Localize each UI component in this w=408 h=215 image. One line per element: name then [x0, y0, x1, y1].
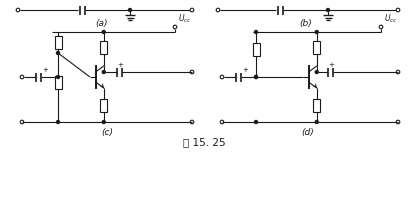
Bar	[100, 40, 107, 54]
Text: (d): (d)	[302, 128, 315, 137]
Text: (a): (a)	[96, 19, 108, 28]
Circle shape	[315, 31, 318, 34]
Text: 图 15. 25: 图 15. 25	[183, 137, 225, 147]
Circle shape	[56, 52, 60, 54]
Circle shape	[102, 31, 105, 34]
Circle shape	[315, 120, 318, 123]
Text: $U_{cc}$: $U_{cc}$	[178, 12, 191, 25]
Circle shape	[56, 75, 60, 78]
Circle shape	[102, 71, 105, 74]
Circle shape	[326, 9, 330, 11]
Text: $U_{cc}$: $U_{cc}$	[384, 12, 397, 25]
Circle shape	[255, 75, 257, 78]
Text: +: +	[242, 67, 248, 73]
Circle shape	[315, 71, 318, 74]
Bar	[55, 36, 62, 49]
Bar	[100, 98, 107, 112]
Circle shape	[255, 75, 257, 78]
Text: (c): (c)	[101, 128, 113, 137]
Circle shape	[129, 9, 131, 11]
Bar	[313, 40, 320, 54]
Text: (b): (b)	[299, 19, 313, 28]
Text: +: +	[118, 62, 124, 68]
Circle shape	[255, 31, 257, 34]
Circle shape	[255, 120, 257, 123]
Text: +: +	[42, 67, 48, 73]
Bar	[253, 43, 259, 56]
Bar	[313, 98, 320, 112]
Circle shape	[102, 120, 105, 123]
Circle shape	[56, 120, 60, 123]
Text: +: +	[329, 62, 335, 68]
Bar	[55, 76, 62, 89]
